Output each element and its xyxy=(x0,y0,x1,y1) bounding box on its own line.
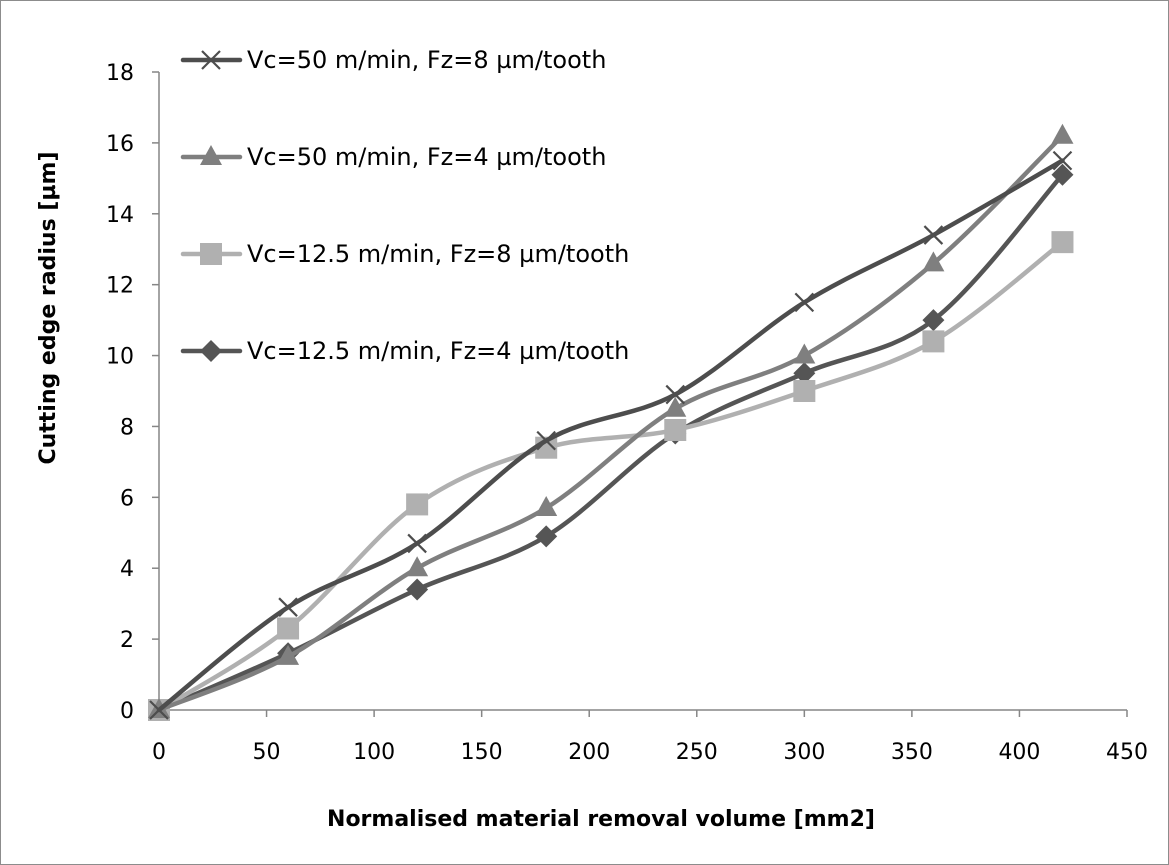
legend-label: Vc=50 m/min, Fz=8 µm/tooth xyxy=(247,46,606,74)
series-2 xyxy=(148,123,1074,718)
series-line xyxy=(156,158,1065,713)
legend-label: Vc=50 m/min, Fz=4 µm/tooth xyxy=(247,143,606,171)
y-axis-title: Cutting edge radius [µm] xyxy=(36,151,61,464)
y-tick-label: 2 xyxy=(120,628,134,653)
y-tick-label: 10 xyxy=(106,345,134,370)
axes xyxy=(158,72,1127,711)
series-layer xyxy=(148,123,1074,721)
data-point xyxy=(1051,231,1074,254)
x-tick-label: 450 xyxy=(1106,740,1148,765)
data-point xyxy=(406,578,429,601)
data-point xyxy=(149,700,169,720)
x-tick-label: 150 xyxy=(461,740,503,765)
legend-item: Vc=12.5 m/min, Fz=8 µm/tooth xyxy=(180,240,629,268)
y-tick-label: 12 xyxy=(106,274,134,299)
data-point xyxy=(1051,163,1074,186)
x-tick-label: 100 xyxy=(353,740,395,765)
legend: Vc=50 m/min, Fz=8 µm/tooth Vc=50 m/min, F… xyxy=(180,46,629,365)
legend-marker xyxy=(201,50,221,70)
y-tick-label: 4 xyxy=(120,557,134,582)
data-point xyxy=(1052,150,1073,171)
legend-item: Vc=50 m/min, Fz=4 µm/tooth xyxy=(180,143,606,171)
data-point xyxy=(536,430,556,451)
x-tick-label: 400 xyxy=(998,740,1040,765)
data-point xyxy=(406,493,429,516)
legend-marker xyxy=(200,340,222,362)
legend-item: Vc=12.5 m/min, Fz=4 µm/tooth xyxy=(180,337,629,365)
data-point xyxy=(664,396,687,417)
legend-item: Vc=50 m/min, Fz=8 µm/tooth xyxy=(180,46,606,74)
data-point xyxy=(793,343,816,364)
x-axis-title: Normalised material removal volume [mm2] xyxy=(327,807,875,832)
data-point xyxy=(277,617,300,640)
legend-marker xyxy=(200,243,222,265)
data-point xyxy=(277,644,300,665)
series-1 xyxy=(149,150,1073,720)
data-point xyxy=(535,525,558,548)
data-point xyxy=(793,362,816,385)
data-point xyxy=(535,495,558,516)
x-tick-label: 50 xyxy=(253,740,281,765)
data-point xyxy=(922,251,945,272)
y-tick-label: 0 xyxy=(120,699,134,724)
y-tick-label: 16 xyxy=(106,132,134,157)
data-point xyxy=(922,330,945,353)
x-tick-label: 300 xyxy=(783,740,825,765)
x-tick-label: 250 xyxy=(676,740,718,765)
data-point xyxy=(278,597,298,617)
legend-label: Vc=12.5 m/min, Fz=4 µm/tooth xyxy=(247,337,629,365)
x-tick-label: 0 xyxy=(152,740,166,765)
data-point xyxy=(664,418,687,441)
y-tick-label: 6 xyxy=(120,486,134,511)
series-line xyxy=(156,239,1065,713)
data-point xyxy=(407,533,427,554)
data-point xyxy=(406,556,429,577)
y-tick-label: 8 xyxy=(120,415,134,440)
data-point xyxy=(793,380,816,402)
data-point xyxy=(923,225,944,245)
x-tick-label: 200 xyxy=(568,740,610,765)
legend-marker xyxy=(200,145,222,165)
data-point xyxy=(1051,123,1074,144)
data-point xyxy=(922,309,945,332)
y-tick-label: 14 xyxy=(106,203,134,228)
y-tick-label: 18 xyxy=(106,61,134,86)
data-point xyxy=(665,384,686,405)
data-point xyxy=(794,292,815,313)
x-tick-label: 350 xyxy=(891,740,933,765)
legend-label: Vc=12.5 m/min, Fz=8 µm/tooth xyxy=(247,240,629,268)
ticks: 0 2 4 6 8 10 12 14 16 18 0 50 100 150 200 250 300 350 400 4… xyxy=(106,61,1148,765)
